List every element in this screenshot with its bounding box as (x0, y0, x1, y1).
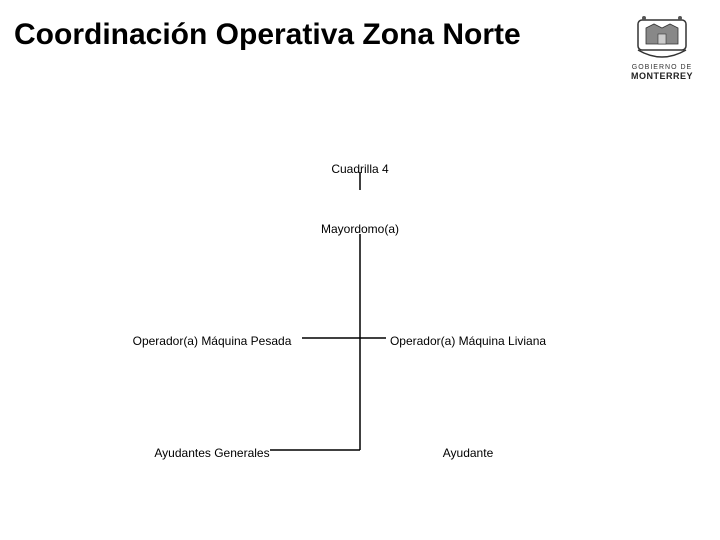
coat-of-arms-icon (632, 14, 692, 62)
monterrey-logo: GOBIERNO DE MONTERREY (622, 14, 702, 94)
org-node-op-pesada: Operador(a) Máquina Pesada (133, 334, 292, 348)
org-node-ayud-generales: Ayudantes Generales (154, 446, 269, 460)
org-node-op-liviana: Operador(a) Máquina Liviana (390, 334, 546, 348)
org-chart-connectors (0, 0, 720, 540)
org-node-ayudante: Ayudante (443, 446, 494, 460)
logo-subtext: GOBIERNO DE (622, 64, 702, 71)
org-node-root: Cuadrilla 4 (331, 162, 388, 176)
page-title: Coordinación Operativa Zona Norte (14, 18, 521, 52)
org-node-mayordomo: Mayordomo(a) (321, 222, 399, 236)
logo-maintext: MONTERREY (622, 71, 702, 81)
